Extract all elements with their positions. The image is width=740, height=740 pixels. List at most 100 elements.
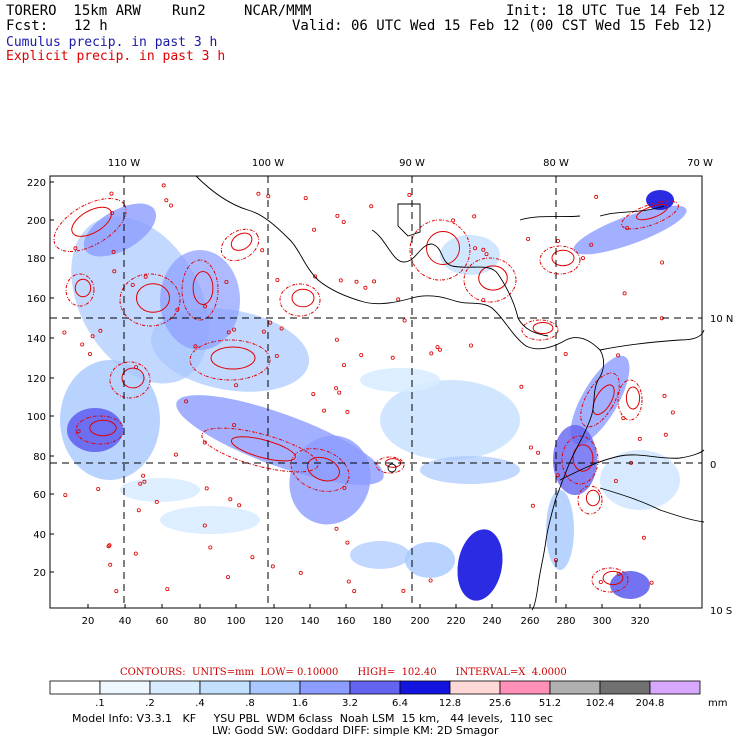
contour-ring xyxy=(201,427,319,473)
contour-dot xyxy=(616,571,621,576)
explicit-contours xyxy=(53,183,679,594)
contour-dot xyxy=(98,328,103,333)
contour-dot xyxy=(173,452,178,457)
contour-ring xyxy=(192,271,214,305)
contour-ring xyxy=(625,386,641,410)
contour-dot xyxy=(345,540,350,545)
contour-dot xyxy=(231,327,236,332)
cumulus-legend: Cumulus precip. in past 3 h xyxy=(6,35,218,50)
contour-dot xyxy=(598,580,603,585)
contour-dot xyxy=(106,544,111,549)
x-tick-label: 280 xyxy=(556,616,575,627)
contour-dot xyxy=(473,246,478,251)
x-tick-label: 60 xyxy=(156,616,169,627)
contour-ring xyxy=(602,570,624,586)
contour-dot xyxy=(237,503,242,508)
contour-dot xyxy=(90,334,95,339)
x-tick-label: 260 xyxy=(520,616,539,627)
longitude-label: 100 W xyxy=(252,158,284,169)
contour-ring xyxy=(89,419,117,437)
contour-dot xyxy=(234,383,239,388)
contour-ring xyxy=(561,435,599,485)
precip-area xyxy=(160,506,260,534)
x-tick-label: 320 xyxy=(630,616,649,627)
contour-dot xyxy=(312,227,317,232)
y-tick-label: 80 xyxy=(33,452,46,463)
contour-dot xyxy=(266,194,271,199)
precip-area xyxy=(610,571,650,599)
contour-dot xyxy=(345,409,350,414)
contour-dot xyxy=(342,485,347,490)
contour-ring xyxy=(65,273,95,307)
contour-dot xyxy=(73,246,78,251)
explicit-legend: Explicit precip. in past 3 h xyxy=(6,49,226,64)
contour-dot xyxy=(175,307,180,312)
contour-ring xyxy=(220,228,260,262)
contour-ring xyxy=(521,319,559,341)
y-tick-label: 40 xyxy=(33,530,46,541)
precip-area xyxy=(350,541,410,569)
contour-ring xyxy=(290,448,350,492)
contour-dot xyxy=(274,353,279,358)
contour-dot xyxy=(226,330,231,335)
contour-dot xyxy=(303,196,308,201)
precip-area xyxy=(360,368,440,392)
contour-dot xyxy=(402,318,407,323)
contour-ring xyxy=(136,283,170,313)
contour-dot xyxy=(530,503,535,508)
contour-ring xyxy=(189,339,271,381)
y-tick-label: 140 xyxy=(27,334,46,345)
contour-dot xyxy=(429,351,434,356)
contour-dot xyxy=(111,249,116,254)
border-bolivia xyxy=(599,487,705,523)
precip-area xyxy=(457,529,503,601)
x-tick-label: 120 xyxy=(264,616,283,627)
contour-dot xyxy=(275,277,280,282)
contour-dot xyxy=(298,570,303,575)
contour-dot xyxy=(164,198,169,203)
contour-dot xyxy=(224,279,229,284)
contour-dot xyxy=(96,486,101,491)
contour-dot xyxy=(616,353,621,358)
precip-area xyxy=(289,435,371,525)
contour-dot xyxy=(594,194,599,199)
precip-area xyxy=(570,355,630,445)
contour-ring xyxy=(230,436,296,462)
contour-dot xyxy=(613,478,618,483)
contour-ring xyxy=(230,232,253,251)
contour-ring xyxy=(592,384,615,416)
contour-ring xyxy=(210,346,256,370)
contour-dot xyxy=(204,486,209,491)
contour-dot xyxy=(143,274,148,279)
y-tick-label: 120 xyxy=(27,374,46,385)
contour-dot xyxy=(637,436,642,441)
precip-area xyxy=(405,542,455,578)
contour-dot xyxy=(581,256,586,261)
contour-dot xyxy=(359,352,364,357)
contour-dot xyxy=(625,225,630,230)
contour-ring xyxy=(617,379,643,421)
contour-dot xyxy=(109,191,114,196)
contour-dot xyxy=(428,578,433,583)
contour-dot xyxy=(134,365,139,370)
contour-dot xyxy=(202,523,207,528)
contour-ring xyxy=(71,206,112,237)
contour-dot xyxy=(641,535,646,540)
contour-dot xyxy=(63,493,68,498)
contour-ring xyxy=(291,288,315,308)
contour-dot xyxy=(311,392,316,397)
contour-ring xyxy=(121,367,145,389)
contour-ring xyxy=(53,198,127,252)
contour-dot xyxy=(536,450,541,455)
contour-dot xyxy=(363,285,368,290)
contour-dot xyxy=(519,384,524,389)
south-america-west-coast xyxy=(531,349,605,611)
graticule xyxy=(50,176,702,608)
y-tick-label: 100 xyxy=(27,412,46,423)
contour-dot xyxy=(390,355,395,360)
contour-ring xyxy=(478,265,508,291)
contour-ring xyxy=(580,372,620,428)
contour-dot xyxy=(322,408,327,413)
contour-dot xyxy=(138,481,143,486)
map-frame xyxy=(49,175,703,609)
